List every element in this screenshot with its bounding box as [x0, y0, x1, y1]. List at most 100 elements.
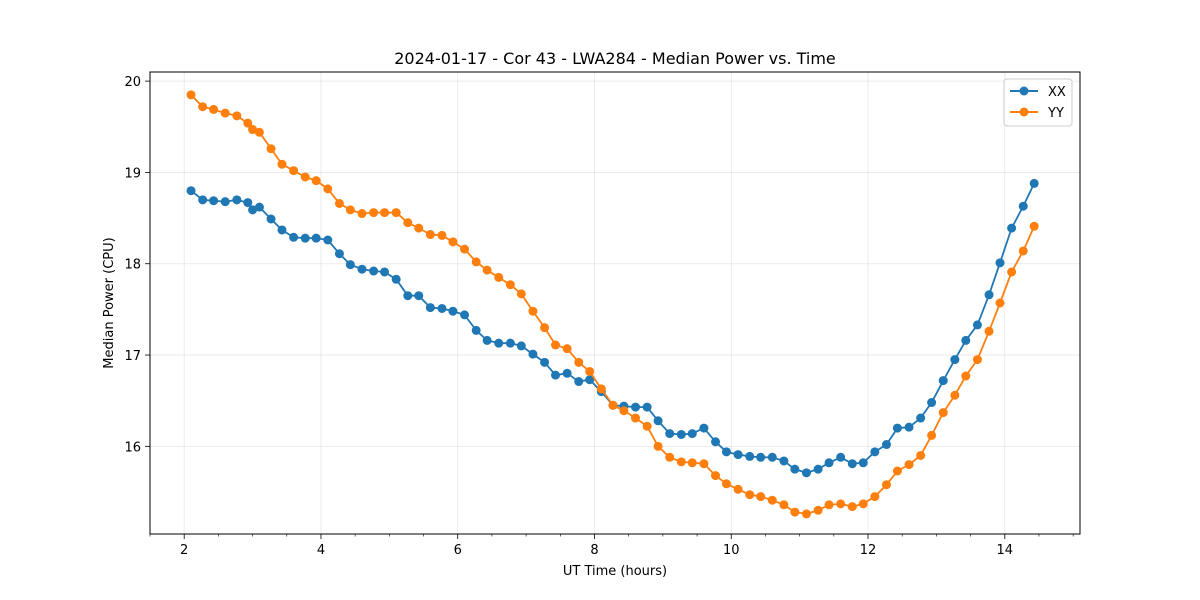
data-point-yy: [790, 507, 800, 517]
data-point-xx: [505, 338, 515, 348]
x-tick-label: 6: [454, 543, 462, 558]
data-point-xx: [403, 291, 413, 301]
y-tick-label: 19: [124, 166, 141, 181]
data-point-xx: [460, 310, 470, 320]
data-point-yy: [619, 406, 629, 416]
legend-label-yy: YY: [1047, 106, 1064, 121]
data-point-yy: [779, 500, 789, 510]
y-axis-label: Median Power (CPU): [102, 237, 117, 368]
legend-label-xx: XX: [1048, 85, 1066, 100]
data-point-yy: [380, 208, 390, 218]
data-point-yy: [916, 450, 926, 460]
data-point-xx: [220, 197, 230, 207]
data-point-xx: [676, 429, 686, 439]
data-point-xx: [494, 338, 504, 348]
data-point-yy: [892, 466, 902, 476]
data-point-yy: [721, 479, 731, 489]
data-point-xx: [369, 266, 379, 276]
data-point-yy: [460, 244, 470, 254]
data-point-xx: [414, 291, 424, 301]
data-point-xx: [248, 205, 258, 215]
data-point-xx: [516, 341, 526, 351]
series-points-yy: [186, 90, 1039, 519]
data-point-xx: [528, 349, 538, 359]
data-point-xx: [277, 225, 287, 235]
data-point-xx: [984, 290, 994, 300]
data-point-yy: [756, 492, 766, 502]
data-point-yy: [995, 298, 1005, 308]
data-point-yy: [745, 490, 755, 500]
data-point-xx: [1029, 178, 1039, 188]
y-tick-label: 17: [124, 349, 141, 364]
data-point-xx: [448, 306, 458, 316]
data-point-xx: [551, 370, 561, 380]
data-point-yy: [961, 371, 971, 381]
data-point-yy: [813, 505, 823, 515]
x-tick-label: 14: [997, 543, 1014, 558]
data-point-yy: [516, 289, 526, 299]
series-points-xx: [186, 178, 1039, 478]
data-point-yy: [505, 280, 515, 290]
data-point-xx: [631, 402, 641, 412]
x-tick-label: 2: [180, 543, 188, 558]
data-point-xx: [745, 451, 755, 461]
data-point-yy: [414, 223, 424, 233]
data-point-xx: [813, 464, 823, 474]
data-point-yy: [699, 459, 709, 469]
data-point-xx: [562, 368, 572, 378]
data-point-xx: [665, 429, 675, 439]
data-point-xx: [471, 325, 481, 335]
data-point-yy: [311, 176, 321, 186]
data-point-yy: [824, 500, 834, 510]
data-point-xx: [642, 402, 652, 412]
data-point-yy: [471, 257, 481, 267]
data-point-yy: [631, 413, 641, 423]
data-point-yy: [733, 484, 743, 494]
x-axis-label: UT Time (hours): [563, 564, 667, 579]
data-point-yy: [289, 166, 299, 176]
data-point-xx: [1007, 223, 1017, 233]
data-point-yy: [1018, 246, 1028, 256]
data-point-xx: [904, 422, 914, 432]
data-point-xx: [847, 459, 857, 469]
data-point-yy: [248, 125, 258, 135]
data-point-yy: [608, 400, 618, 410]
data-point-xx: [756, 452, 766, 462]
grid-layer: [150, 72, 1080, 534]
data-point-yy: [186, 90, 196, 100]
data-point-xx: [1018, 201, 1028, 211]
data-point-yy: [938, 408, 948, 418]
data-point-yy: [585, 366, 595, 376]
data-point-xx: [254, 202, 264, 212]
x-tick-label: 4: [317, 543, 325, 558]
data-point-xx: [198, 195, 208, 205]
data-point-yy: [494, 272, 504, 282]
series-layer: [186, 90, 1039, 519]
data-point-yy: [950, 390, 960, 400]
data-point-xx: [687, 429, 697, 439]
data-point-xx: [323, 235, 333, 245]
data-point-xx: [870, 447, 880, 457]
data-point-yy: [904, 460, 914, 470]
data-point-yy: [1007, 267, 1017, 277]
data-point-yy: [984, 326, 994, 336]
data-point-xx: [482, 335, 492, 345]
data-point-xx: [574, 377, 584, 387]
data-point-xx: [790, 464, 800, 474]
data-point-xx: [357, 264, 367, 274]
data-point-yy: [676, 457, 686, 467]
data-point-yy: [687, 458, 697, 468]
data-point-yy: [448, 237, 458, 247]
data-point-yy: [357, 209, 367, 219]
x-tick-label: 10: [723, 543, 740, 558]
data-point-yy: [323, 184, 333, 194]
data-point-yy: [391, 208, 401, 218]
data-point-yy: [425, 230, 435, 240]
data-point-yy: [836, 499, 846, 509]
data-point-xx: [767, 452, 777, 462]
data-point-xx: [425, 303, 435, 313]
data-point-xx: [927, 398, 937, 408]
y-tick-label: 16: [124, 440, 141, 455]
